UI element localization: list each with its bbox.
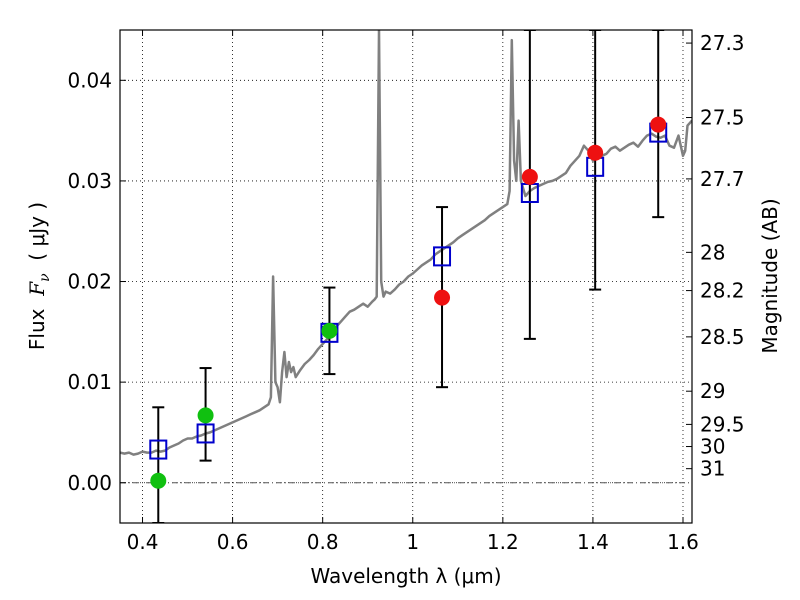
x-tick-label: 0.8 (307, 530, 339, 554)
plot-frame (119, 29, 693, 524)
magnitude-tick-label: 27.5 (700, 106, 745, 130)
red-observation-point (521, 168, 538, 185)
magnitude-tick-label: 27.3 (700, 31, 745, 55)
model-box-point (196, 423, 215, 444)
y-axis-label-prefix: Flux (25, 296, 49, 350)
green-observation-point (321, 322, 338, 339)
magnitude-axis-label: Magnitude (AB) (758, 198, 782, 353)
y-tick-label: 0.04 (67, 68, 112, 92)
y-axis-label: Flux Fν ( μJy ) (25, 202, 53, 350)
x-tick-label: 1.6 (667, 530, 699, 554)
green-observations (150, 322, 338, 489)
y-axis-label-symbol: F (25, 281, 49, 297)
red-observation-point (587, 144, 604, 161)
y-tick-label: 0.01 (67, 370, 112, 394)
y-tick-label: 0.03 (67, 169, 112, 193)
y-tick-label: 0.02 (67, 270, 112, 294)
red-observations (434, 116, 667, 306)
y-axis-ticks: 0.00 0.01 0.02 0.03 0.04 (67, 68, 126, 495)
magnitude-tick-label: 28.2 (700, 279, 745, 303)
model-photometry-boxes (149, 122, 668, 460)
magnitude-tick-label: 30 (700, 435, 725, 459)
x-axis-label: Wavelength λ (μm) (310, 564, 501, 588)
x-tick-label: 0.4 (127, 530, 159, 554)
x-tick-label: 1.2 (487, 530, 519, 554)
magnitude-tick-label: 28 (700, 240, 725, 264)
x-tick-label: 0.6 (217, 530, 249, 554)
x-tick-label: 1.4 (577, 530, 609, 554)
y-tick-label: 0.00 (67, 471, 112, 495)
green-observation-point (197, 407, 214, 424)
y-axis-label-unit: ( μJy ) (25, 202, 49, 274)
grid-lines (120, 30, 692, 523)
red-observation-point (434, 289, 451, 306)
y-axis-label-subscript: ν (37, 273, 53, 282)
model-box-point (433, 246, 452, 267)
red-observation-point (650, 116, 667, 133)
magnitude-tick-label: 31 (700, 457, 725, 481)
x-tick-label: 1 (406, 530, 419, 554)
green-observation-point (150, 472, 167, 489)
magnitude-tick-label: 27.7 (700, 167, 745, 191)
magnitude-tick-label: 29.5 (700, 412, 745, 436)
magnitude-tick-label: 29 (700, 379, 725, 403)
model-box-point (149, 439, 168, 460)
x-axis-ticks: 0.4 0.6 0.8 1 1.2 1.4 1.6 (127, 30, 699, 554)
magnitude-tick-label: 28.5 (700, 325, 745, 349)
